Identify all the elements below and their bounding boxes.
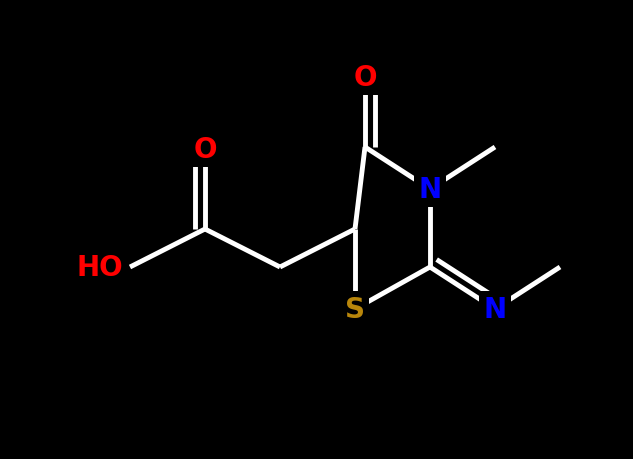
Text: O: O (193, 136, 216, 164)
Text: HO: HO (77, 253, 123, 281)
Text: N: N (418, 176, 442, 203)
Text: O: O (353, 64, 377, 92)
Text: S: S (345, 295, 365, 323)
Text: N: N (484, 295, 506, 323)
